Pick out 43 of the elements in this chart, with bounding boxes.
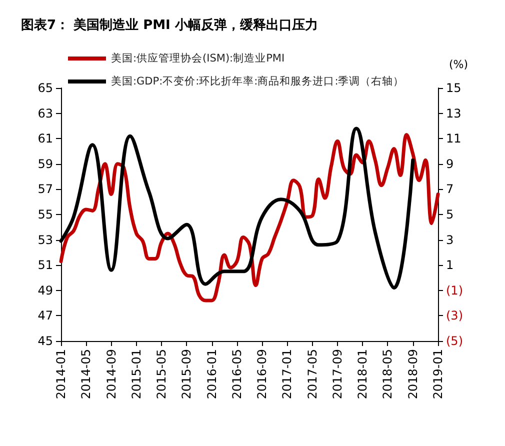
y2-tick-label: 11 (446, 132, 462, 146)
y2-tick-label: (1) (446, 283, 463, 298)
x-tick-label: 2015-05 (154, 349, 169, 400)
x-tick-label: 2018-01 (356, 349, 370, 400)
y2-tick-label: (3) (446, 308, 463, 323)
y-tick-label: 45 (38, 334, 53, 348)
y2-tick-label: 1 (446, 258, 454, 272)
y2-tick-label: (5) (446, 334, 463, 348)
x-tick-label: 2017-09 (330, 349, 344, 400)
legend-label: 美国:供应管理协会(ISM):制造业PMI (111, 52, 285, 64)
x-tick-label: 2018-09 (406, 349, 420, 400)
x-tick-label: 2017-01 (280, 349, 294, 400)
y-tick-label: 53 (38, 232, 53, 247)
x-tick-label: 2018-05 (380, 349, 395, 400)
y-tick-label: 49 (38, 283, 53, 298)
y2-tick-label: 15 (446, 81, 462, 95)
y2-tick-label: 9 (446, 156, 454, 171)
x-tick-label: 2015-09 (180, 349, 194, 400)
y-tick-label: 65 (38, 81, 53, 95)
y-tick-label: 47 (38, 308, 53, 323)
y2-tick-label: 5 (446, 208, 454, 222)
y-tick-label: 51 (38, 258, 53, 272)
x-tick-label: 2016-05 (230, 349, 244, 400)
x-tick-label: 2016-09 (255, 349, 270, 400)
y-tick-label: 57 (38, 182, 53, 196)
x-tick-label: 2014-01 (54, 349, 68, 400)
y-tick-label: 59 (38, 156, 53, 171)
x-tick-label: 2019-01 (431, 349, 445, 400)
y2-tick-label: 13 (446, 106, 462, 120)
y-tick-label: 63 (38, 106, 53, 120)
line-series (59, 133, 440, 302)
x-tick-label: 2014-05 (79, 349, 94, 400)
y2-axis-title: (%) (448, 58, 468, 71)
x-tick-label: 2015-01 (129, 349, 144, 400)
x-tick-label: 2016-01 (204, 349, 219, 400)
x-tick-label: 2014-09 (104, 349, 118, 400)
x-tick-label: 2017-05 (305, 349, 320, 400)
y-tick-label: 55 (38, 208, 53, 222)
y-tick-label: 61 (38, 132, 53, 146)
chart-title: 图表7： 美国制造业 PMI 小幅反弹，缓释出口压力 (21, 17, 318, 33)
legend-label: 美国:GDP:不变价:环比折年率:商品和服务进口:季调（右轴） (111, 74, 404, 88)
y2-tick-label: 7 (446, 182, 454, 196)
y2-tick-label: 3 (446, 232, 454, 247)
